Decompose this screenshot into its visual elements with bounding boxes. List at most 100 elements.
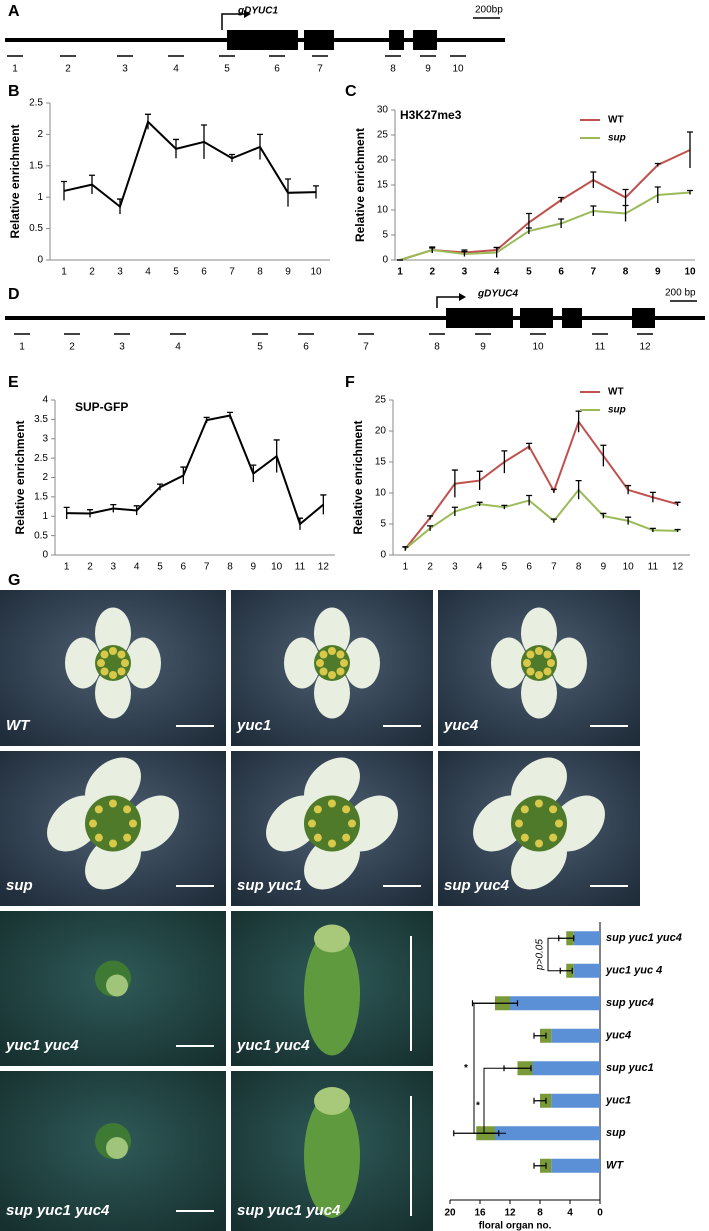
anther	[342, 805, 351, 814]
category-label: sup yuc1 yuc4	[606, 932, 682, 944]
annotation: *	[464, 1063, 468, 1074]
arrow-head	[459, 293, 466, 301]
petal	[344, 637, 380, 689]
bar-segment	[551, 1158, 600, 1173]
legend-label: sup	[608, 133, 626, 144]
anther	[534, 647, 543, 656]
anther	[336, 650, 345, 659]
annotation: p>0.05	[535, 939, 546, 971]
anther	[327, 799, 336, 808]
error-bar	[575, 479, 582, 500]
photo: sup yuc1 yuc4	[231, 1071, 433, 1231]
anther	[526, 667, 535, 676]
y-tick-label: 4	[42, 395, 48, 406]
category-label: yuc4	[605, 1030, 631, 1042]
error-bar	[533, 1032, 547, 1039]
error-bar	[550, 488, 557, 493]
region-label: 8	[434, 342, 440, 353]
photo: yuc4	[438, 590, 640, 746]
error-bar	[402, 546, 409, 551]
legend-label: sup	[608, 405, 626, 416]
y-tick-label: 1	[37, 192, 43, 203]
bar-segment	[573, 963, 600, 978]
x-tick-label: 10	[623, 562, 635, 573]
exon	[446, 308, 513, 328]
scale-label: 200bp	[475, 5, 503, 16]
error-bar	[297, 517, 303, 530]
photo-label: sup yuc4	[444, 877, 510, 894]
error-bar	[654, 162, 661, 167]
x-tick-label: 5	[526, 267, 532, 278]
x-tick-label: 10	[271, 562, 283, 573]
x-tick-label: 6	[558, 267, 564, 278]
x-tick-label: 2	[87, 562, 93, 573]
x-tick-label: 3	[117, 267, 123, 278]
photo-label: sup yuc1 yuc4	[237, 1202, 341, 1219]
anther	[108, 647, 117, 656]
region-label: 5	[257, 342, 263, 353]
category-label: yuc1 yuc 4	[605, 965, 662, 977]
anther	[534, 799, 543, 808]
error-bar	[285, 178, 291, 207]
y-tick-label: 3	[42, 433, 48, 444]
region-label: 7	[317, 64, 323, 75]
error-bar	[61, 180, 67, 201]
photo: sup yuc1 yuc4	[0, 1071, 226, 1231]
anther	[336, 667, 345, 676]
exon	[632, 308, 655, 328]
x-tick-label: 3	[462, 267, 468, 278]
series-line	[404, 488, 678, 550]
y-tick-label: 1	[42, 511, 48, 522]
x-tick-label: 4	[477, 562, 483, 573]
y-tick-label: 2	[37, 129, 43, 140]
error-bar	[600, 444, 607, 467]
arrow-head	[244, 10, 251, 18]
error-bar	[533, 1162, 547, 1169]
photo-label: sup yuc1 yuc4	[6, 1202, 110, 1219]
y-axis-label: Relative enrichment	[13, 420, 27, 534]
exon	[562, 308, 582, 328]
error-bar	[157, 483, 163, 491]
error-bar	[649, 527, 656, 533]
error-bar	[250, 464, 257, 483]
anther	[319, 667, 328, 676]
y-axis-label: Relative enrichment	[8, 124, 22, 238]
error-bar	[622, 188, 629, 206]
error-bar	[273, 439, 280, 473]
error-bar	[203, 416, 210, 423]
y-tick-label: 5	[382, 230, 388, 241]
anther	[535, 839, 544, 848]
error-bar	[451, 469, 458, 498]
error-bar	[461, 250, 468, 257]
anther	[549, 833, 558, 842]
panel-label: G	[8, 572, 20, 589]
y-tick-label: 10	[375, 488, 387, 499]
region-label: 2	[69, 342, 75, 353]
anther	[108, 799, 117, 808]
anther	[328, 839, 337, 848]
error-bar	[501, 450, 508, 474]
x-tick-label: 12	[318, 562, 330, 573]
x-tick-label: 8	[623, 267, 629, 278]
region-label: 7	[363, 342, 369, 353]
anther	[121, 659, 129, 667]
x-tick-label: 6	[201, 267, 207, 278]
x-tick-label: 12	[504, 1208, 516, 1219]
x-tick-label: 8	[576, 562, 582, 573]
petal	[551, 637, 587, 689]
x-tick-label: 4	[134, 562, 140, 573]
y-tick-label: 0.5	[29, 223, 43, 234]
series-line	[404, 419, 678, 550]
photo: sup yuc1	[231, 751, 433, 906]
error-bar	[600, 512, 607, 519]
error-bar	[590, 205, 597, 216]
error-bar	[501, 504, 508, 510]
x-tick-label: 8	[257, 267, 263, 278]
x-tick-label: 7	[204, 562, 210, 573]
anther	[100, 650, 109, 659]
error-bar	[427, 525, 434, 531]
category-label: yuc1	[605, 1095, 631, 1107]
petal	[314, 667, 350, 719]
anther	[526, 650, 535, 659]
